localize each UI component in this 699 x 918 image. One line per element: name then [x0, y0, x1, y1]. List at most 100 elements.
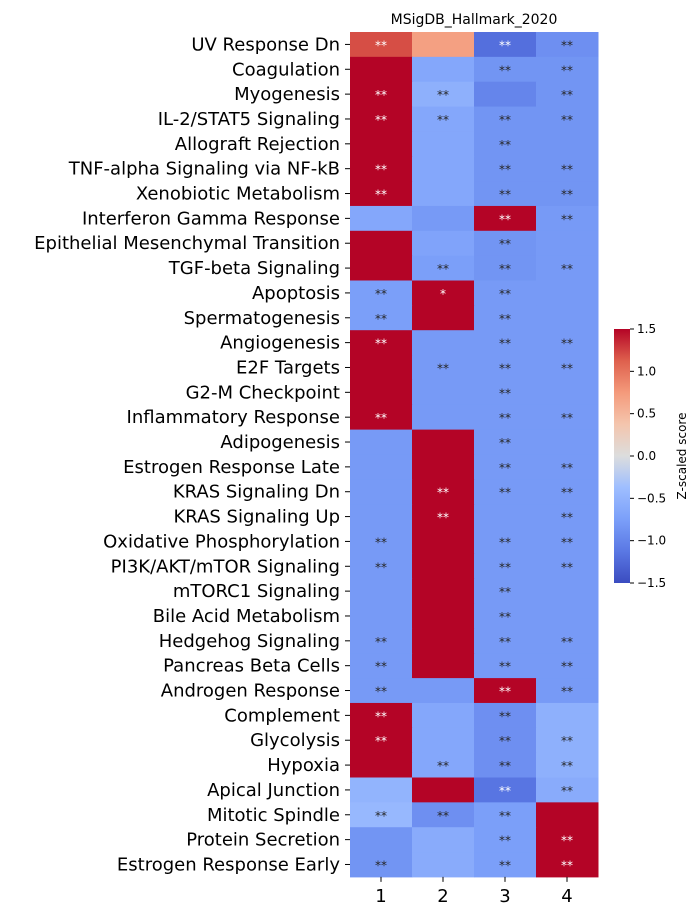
heatmap-cell [350, 404, 413, 431]
cell-annotation: ** [499, 38, 511, 52]
row-label: mTORC1 Signaling [173, 581, 340, 602]
column-label: 4 [561, 886, 572, 907]
cell-annotation: ** [561, 635, 573, 649]
cell-annotation: ** [499, 411, 511, 425]
cell-annotation: ** [375, 660, 387, 674]
cell-annotation: ** [561, 262, 573, 276]
heatmap-cell [536, 32, 599, 58]
heatmap-cell [350, 454, 413, 480]
cell-annotation: ** [561, 511, 573, 525]
cell-annotation: ** [561, 212, 573, 226]
heatmap-cell [350, 181, 413, 207]
cell-annotation: ** [499, 486, 511, 500]
row-label: UV Response Dn [191, 34, 340, 55]
cell-annotation: ** [499, 163, 511, 177]
heatmap-cell [412, 56, 475, 83]
heatmap-cell [474, 454, 537, 480]
row-label: Complement [224, 705, 340, 726]
cell-annotation: ** [499, 337, 511, 351]
heatmap-cell [350, 429, 413, 455]
heatmap-cell [536, 131, 599, 157]
heatmap-cell [474, 379, 537, 406]
heatmap-cell [474, 752, 537, 778]
cell-annotation: ** [561, 660, 573, 674]
heatmap-cell [412, 81, 475, 108]
cell-annotation: ** [375, 163, 387, 177]
heatmap-cell [412, 727, 475, 754]
heatmap-cell [412, 32, 475, 58]
heatmap-cell [350, 578, 413, 605]
heatmap-cell [474, 131, 537, 157]
cell-annotation: ** [561, 784, 573, 798]
heatmap-cell [412, 280, 475, 306]
cell-annotation: ** [375, 287, 387, 301]
colorbar-tick-label: 1.0 [637, 364, 656, 378]
colorbar-tick-label: 1.5 [637, 322, 656, 336]
heatmap-cell [474, 106, 537, 132]
heatmap-cell [412, 205, 475, 232]
row-label: Estrogen Response Late [123, 457, 340, 478]
heatmap-cell [412, 404, 475, 431]
heatmap-cell [412, 131, 475, 157]
heatmap-cell [474, 404, 537, 431]
row-label: Hypoxia [267, 755, 340, 776]
cell-annotation: ** [499, 784, 511, 798]
heatmap-cell [536, 727, 599, 754]
heatmap-cell [350, 777, 413, 803]
heatmap-cell [412, 330, 475, 356]
heatmap-cell [350, 702, 413, 729]
heatmap-cell [350, 379, 413, 406]
heatmap-cell [350, 852, 413, 878]
heatmap-cell [474, 529, 537, 555]
cell-annotation: ** [375, 411, 387, 425]
row-label: Xenobiotic Metabolism [136, 184, 340, 205]
heatmap-cell [536, 181, 599, 207]
row-label: PI3K/AKT/mTOR Signaling [111, 556, 340, 577]
heatmap-cell [536, 852, 599, 878]
heatmap-cell [474, 827, 537, 853]
cell-annotation: ** [437, 361, 449, 375]
colorbar-ticks: 1.5 1.0 0.5 0.0 −0.5 −1.0 −1.5 [630, 322, 666, 590]
row-label: Inflammatory Response [127, 407, 340, 428]
heatmap-annotations: ** ** ** ** ** ** ** ** ** ** ** ** ** ** ** ** ** ** ** **… [375, 38, 573, 872]
row-label: Epithelial Mesenchymal Transition [34, 233, 340, 254]
cell-annotation: ** [499, 237, 511, 251]
cell-annotation: ** [561, 188, 573, 202]
heatmap-cell [350, 678, 413, 704]
colorbar-tick-label: 0.5 [637, 407, 656, 421]
cell-annotation: ** [499, 809, 511, 823]
heatmap-cell [412, 156, 475, 182]
cell-annotation: ** [561, 834, 573, 848]
heatmap-cell [412, 678, 475, 704]
heatmap-cells [350, 32, 599, 878]
heatmap-cell [412, 429, 475, 455]
cell-annotation: ** [499, 660, 511, 674]
heatmap-cell [536, 529, 599, 555]
colorbar-tick-label: −1.0 [637, 534, 666, 548]
heatmap-cell [474, 553, 537, 580]
heatmap-cell [474, 156, 537, 182]
heatmap-cell [350, 355, 413, 381]
heatmap-cell [412, 603, 475, 629]
heatmap-cell [412, 827, 475, 853]
cell-annotation: ** [437, 262, 449, 276]
row-label: Protein Secretion [186, 830, 340, 851]
colorbar-tick-label: −0.5 [637, 491, 666, 505]
heatmap-cell [412, 628, 475, 654]
cell-annotation: ** [499, 709, 511, 723]
heatmap-cell [474, 653, 537, 679]
cell-annotation: ** [561, 560, 573, 574]
row-label: Apical Junction [207, 780, 340, 801]
cell-annotation: ** [375, 809, 387, 823]
heatmap-cell [350, 727, 413, 754]
cell-annotation: ** [499, 834, 511, 848]
row-label: Bile Acid Metabolism [153, 606, 340, 627]
heatmap-cell [536, 355, 599, 381]
row-label: TNF-alpha Signaling via NF-kB [68, 159, 340, 180]
heatmap-cell [536, 578, 599, 605]
row-label: Apoptosis [252, 283, 340, 304]
heatmap-cell [474, 305, 537, 331]
cell-annotation: ** [561, 63, 573, 77]
heatmap-cell [536, 678, 599, 704]
row-label: KRAS Signaling Dn [173, 482, 340, 503]
